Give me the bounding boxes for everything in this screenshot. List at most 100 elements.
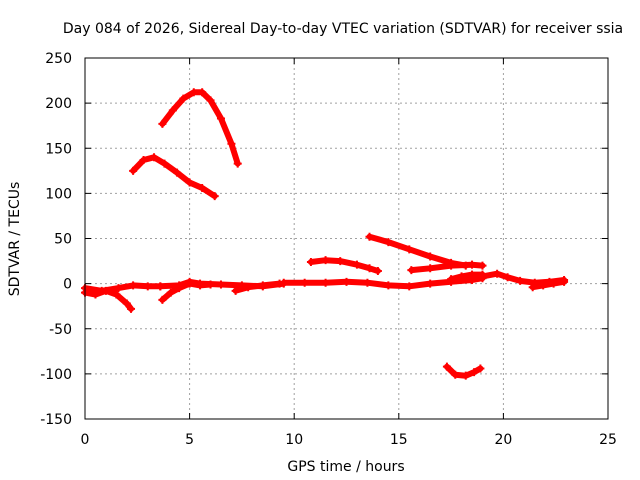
data-point — [168, 106, 177, 115]
data-point — [129, 166, 138, 175]
data-layer — [81, 88, 569, 380]
data-point — [122, 299, 131, 308]
data-point — [185, 178, 194, 187]
data-point — [336, 257, 345, 266]
series-line — [307, 257, 381, 274]
data-point — [233, 159, 242, 168]
data-point — [342, 277, 351, 286]
data-point — [216, 280, 225, 289]
data-point — [384, 238, 393, 247]
data-point — [363, 278, 372, 287]
data-point — [156, 282, 165, 291]
data-point — [470, 368, 479, 377]
chart-title: Day 084 of 2026, Sidereal Day-to-day VTE… — [63, 21, 623, 37]
data-point — [139, 155, 148, 164]
data-point — [210, 192, 219, 201]
data-point — [158, 119, 167, 128]
y-tick-label: -100 — [40, 367, 72, 383]
data-point — [426, 279, 435, 288]
data-point — [373, 266, 382, 275]
data-point — [405, 282, 414, 291]
x-tick-label: 25 — [599, 432, 617, 448]
series-line — [232, 280, 283, 294]
data-point — [166, 288, 175, 297]
y-tick-label: -150 — [40, 412, 72, 428]
x-tick-label: 0 — [81, 432, 90, 448]
x-tick-label: 10 — [285, 432, 303, 448]
data-point — [352, 260, 361, 269]
series-line — [448, 271, 486, 283]
y-tick-label: 50 — [54, 232, 72, 248]
tick-layer: 0 5 10 15 20 25 -150 -100 -50 0 50 100 150 200 250 — [40, 51, 617, 448]
series-arc-13 — [442, 362, 485, 380]
data-point — [461, 371, 470, 380]
y-tick-label: -50 — [49, 322, 72, 338]
data-point — [447, 275, 456, 284]
data-point — [447, 261, 456, 270]
data-point — [114, 284, 123, 293]
y-axis-label: SDTVAR / TECUs — [7, 182, 23, 297]
data-point — [244, 283, 253, 292]
data-point — [112, 290, 121, 299]
data-point — [407, 266, 416, 275]
series-line — [529, 278, 568, 291]
data-point — [560, 277, 569, 286]
data-point — [478, 261, 487, 270]
data-point — [426, 264, 435, 273]
y-tick-label: 150 — [45, 141, 72, 157]
series-arc-9 — [306, 256, 382, 275]
data-point — [384, 281, 393, 290]
data-point — [528, 283, 537, 292]
data-point — [478, 272, 487, 281]
grid-layer — [85, 58, 608, 419]
data-point — [468, 270, 477, 279]
data-point — [175, 281, 184, 290]
data-point — [405, 245, 414, 254]
data-point — [549, 279, 558, 288]
data-point — [279, 278, 288, 287]
data-point — [198, 183, 207, 192]
data-point — [365, 264, 374, 273]
data-point — [493, 269, 502, 278]
data-point — [179, 94, 188, 103]
data-point — [258, 281, 267, 290]
data-point — [189, 88, 198, 97]
data-point — [216, 114, 225, 123]
data-point — [206, 96, 215, 105]
y-tick-label: 100 — [45, 186, 72, 202]
data-point — [306, 257, 315, 266]
series-arc-11 — [407, 260, 487, 275]
series-arc-3 — [129, 153, 219, 201]
x-axis-label: GPS time / hours — [287, 459, 404, 475]
data-point — [150, 153, 159, 162]
data-point — [196, 279, 205, 288]
data-point — [300, 278, 309, 287]
y-tick-label: 250 — [45, 51, 72, 67]
data-point — [198, 88, 207, 97]
data-point — [97, 286, 106, 295]
x-tick-label: 15 — [390, 432, 408, 448]
data-point — [426, 252, 435, 261]
data-point — [539, 281, 548, 290]
data-point — [457, 272, 466, 281]
data-point — [321, 278, 330, 287]
data-point — [468, 260, 477, 269]
data-point — [476, 364, 485, 373]
data-point — [143, 282, 152, 291]
data-point — [503, 273, 512, 282]
data-point — [321, 256, 330, 265]
data-point — [158, 295, 167, 304]
data-point — [173, 168, 182, 177]
data-point — [442, 362, 451, 371]
data-point — [127, 304, 136, 313]
data-point — [451, 370, 460, 379]
data-point — [365, 232, 374, 241]
data-point — [227, 139, 236, 148]
data-point — [160, 159, 169, 168]
y-tick-label: 200 — [45, 96, 72, 112]
y-tick-label: 0 — [63, 277, 72, 293]
data-point — [129, 281, 138, 290]
x-tick-label: 5 — [185, 432, 194, 448]
x-tick-label: 20 — [494, 432, 512, 448]
